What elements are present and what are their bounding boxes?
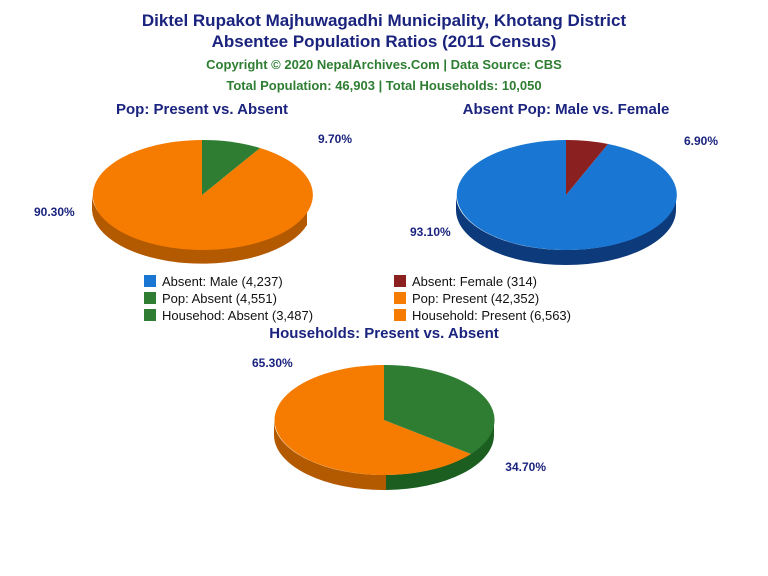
legend-text: Pop: Present (42,352) <box>412 291 539 306</box>
chart2-pct-male: 93.10% <box>410 225 451 239</box>
pie3d-base3 <box>274 364 495 489</box>
legend-swatch <box>144 309 156 321</box>
chart2-pie: 93.10% 6.90% <box>396 120 736 270</box>
legend: Absent: Male (4,237) Absent: Female (314… <box>144 274 624 323</box>
chart2-block: Absent Pop: Male vs. Female 93.10% 6.90% <box>396 101 736 270</box>
chart3-pct-present: 65.30% <box>252 356 293 370</box>
legend-item: Absent: Male (4,237) <box>144 274 374 289</box>
pie3d-base <box>92 139 313 263</box>
legend-item: Pop: Absent (4,551) <box>144 291 374 306</box>
legend-swatch <box>144 292 156 304</box>
legend-item: Pop: Present (42,352) <box>394 291 624 306</box>
chart3-pct-absent: 34.70% <box>505 460 546 474</box>
legend-swatch <box>394 309 406 321</box>
chart1-title: Pop: Present vs. Absent <box>32 101 372 118</box>
legend-text: Absent: Male (4,237) <box>162 274 283 289</box>
legend-swatch <box>144 275 156 287</box>
chart2-title: Absent Pop: Male vs. Female <box>396 101 736 118</box>
chart3-title: Households: Present vs. Absent <box>0 325 768 342</box>
chart1-pie: 90.30% 9.70% <box>32 120 372 270</box>
title-line2: Absentee Population Ratios (2011 Census) <box>0 31 768 52</box>
legend-item: Househod: Absent (3,487) <box>144 308 374 323</box>
legend-text: Absent: Female (314) <box>412 274 537 289</box>
chart1-pct-absent: 9.70% <box>318 132 352 146</box>
chart1-pct-present: 90.30% <box>34 205 75 219</box>
title-line1: Diktel Rupakot Majhuwagadhi Municipality… <box>0 10 768 31</box>
pie3d-base2 <box>456 139 677 264</box>
chart2-pct-female: 6.90% <box>684 134 718 148</box>
chart3-pie: 65.30% 34.70% <box>214 342 554 497</box>
legend-text: Household: Present (6,563) <box>412 308 571 323</box>
legend-text: Pop: Absent (4,551) <box>162 291 277 306</box>
legend-item: Household: Present (6,563) <box>394 308 624 323</box>
legend-item: Absent: Female (314) <box>394 274 624 289</box>
totals-subtitle: Total Population: 46,903 | Total Househo… <box>0 78 768 93</box>
copyright-subtitle: Copyright © 2020 NepalArchives.Com | Dat… <box>0 57 768 72</box>
legend-swatch <box>394 275 406 287</box>
chart3-block: 65.30% 34.70% <box>214 342 554 497</box>
top-chart-row: Pop: Present vs. Absent 90.30% 9.70% Abs… <box>0 101 768 270</box>
legend-text: Househod: Absent (3,487) <box>162 308 313 323</box>
chart1-block: Pop: Present vs. Absent 90.30% 9.70% <box>32 101 372 270</box>
legend-swatch <box>394 292 406 304</box>
page-title: Diktel Rupakot Majhuwagadhi Municipality… <box>0 0 768 53</box>
